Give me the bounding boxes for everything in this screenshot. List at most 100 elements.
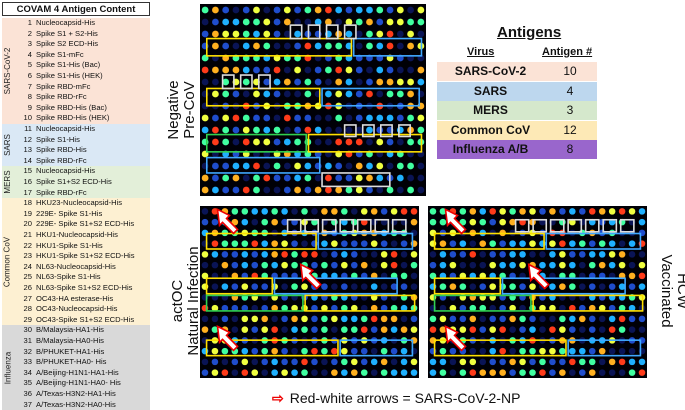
array-spot xyxy=(242,42,250,50)
array-spot xyxy=(242,30,250,38)
array-spot xyxy=(400,369,408,376)
array-spot xyxy=(325,174,332,182)
array-spot xyxy=(263,90,271,98)
array-spot xyxy=(222,174,230,182)
antigen-number: 28 xyxy=(23,304,32,314)
array-scan-image xyxy=(201,208,418,376)
array-spot xyxy=(509,369,516,376)
array-spot xyxy=(370,358,378,366)
array-spot xyxy=(291,261,298,269)
antigen-name: HKU1-Nucleocapsid-His xyxy=(36,229,118,239)
summary-row: SARS 4 xyxy=(437,81,597,101)
array-spot xyxy=(263,66,271,74)
array-spot xyxy=(400,315,408,323)
array-spot xyxy=(212,138,219,146)
array-spot xyxy=(439,251,447,258)
antigen-row: 16 Spike S1+S2 ECD-His xyxy=(2,177,150,188)
array-spot xyxy=(479,218,487,226)
array-spot xyxy=(251,347,259,355)
antigen-group-box xyxy=(205,133,308,153)
antigen-group-box xyxy=(361,124,375,138)
array-spot xyxy=(370,326,378,333)
array-spot xyxy=(439,283,447,290)
antigen-group-box xyxy=(321,87,421,107)
antigen-number: 16 xyxy=(23,176,32,186)
array-spot xyxy=(407,66,414,74)
array-spot xyxy=(321,208,328,215)
array-spot xyxy=(283,18,291,26)
array-spot xyxy=(366,174,373,182)
antigen-number: 31 xyxy=(23,335,32,345)
array-spot xyxy=(549,261,556,269)
array-spot xyxy=(251,326,259,333)
array-spot xyxy=(232,186,240,194)
array-spot xyxy=(618,251,626,258)
array-spot xyxy=(366,126,373,134)
summary-virus: Common CoV xyxy=(450,122,531,137)
array-spot xyxy=(499,347,506,355)
array-spot xyxy=(311,261,318,269)
array-spot xyxy=(345,90,353,98)
antigen-name: A/Beijing-H1N1-HA0- His xyxy=(36,378,121,388)
array-spot xyxy=(380,347,388,355)
array-spot xyxy=(539,326,546,333)
array-spot xyxy=(479,251,487,258)
array-spot xyxy=(549,283,556,290)
array-spot xyxy=(386,114,394,122)
array-spot xyxy=(294,162,301,170)
array-spot xyxy=(638,358,646,366)
array-spot xyxy=(376,126,384,134)
array-spot xyxy=(211,261,219,269)
array-spot xyxy=(331,208,338,215)
array-spot xyxy=(263,78,271,86)
antigen-group-box xyxy=(289,24,303,40)
antigen-row: 31 B/Malaysia-HA0-His xyxy=(2,336,150,347)
array-spot xyxy=(400,272,408,280)
array-spot xyxy=(417,18,425,26)
array-spot xyxy=(201,30,209,38)
array-spot xyxy=(360,208,368,215)
negative-panel-label: Negative Pre-CoV xyxy=(165,80,198,140)
array-spot xyxy=(559,261,566,269)
array-spot xyxy=(390,261,398,269)
array-spot xyxy=(221,304,229,312)
array-spot xyxy=(304,162,312,170)
array-spot xyxy=(351,347,358,355)
antigen-group-box xyxy=(398,124,411,138)
array-spot xyxy=(376,18,384,26)
array-spot xyxy=(400,261,408,269)
array-spot xyxy=(376,78,384,86)
array-spot xyxy=(314,6,322,14)
array-spot xyxy=(439,240,447,247)
array-spot xyxy=(390,315,398,323)
array-spot xyxy=(588,326,596,333)
array-spot xyxy=(429,315,437,323)
array-spot xyxy=(618,208,626,215)
array-spot xyxy=(608,369,616,376)
array-spot xyxy=(638,283,646,290)
antigen-table-title: COVAM 4 Antigen Content xyxy=(2,2,150,16)
summary-row: MERS 3 xyxy=(437,101,597,120)
array-spot xyxy=(479,326,487,333)
array-spot xyxy=(569,240,576,247)
array-spot xyxy=(291,358,298,366)
array-spot xyxy=(439,326,447,333)
array-spot xyxy=(304,186,312,194)
array-spot xyxy=(341,208,348,215)
array-spot xyxy=(360,347,368,355)
array-spot xyxy=(345,18,353,26)
array-spot xyxy=(263,138,271,146)
array-spot xyxy=(241,347,249,355)
array-spot xyxy=(263,186,271,194)
array-spot xyxy=(628,251,636,258)
array-spot xyxy=(519,304,526,312)
array-spot xyxy=(509,358,516,366)
array-spot xyxy=(579,358,586,366)
array-spot xyxy=(449,304,457,312)
array-spot xyxy=(479,283,487,290)
array-spot xyxy=(366,186,373,194)
array-spot xyxy=(283,66,291,74)
array-spot xyxy=(380,208,388,215)
antigen-number: 22 xyxy=(23,240,32,250)
array-spot xyxy=(376,6,384,14)
